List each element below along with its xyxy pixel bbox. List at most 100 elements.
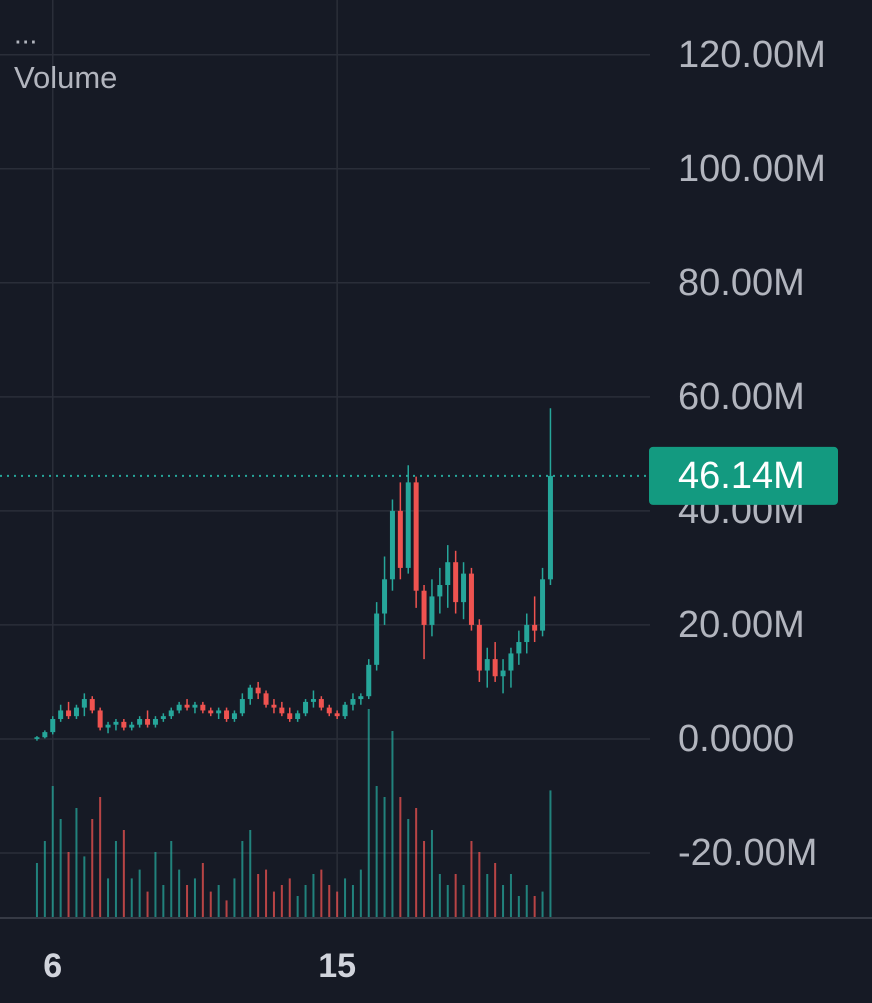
x-tick-label: 6 xyxy=(43,947,62,985)
candle-body xyxy=(97,710,103,728)
candle-body xyxy=(192,704,198,708)
volume-bar xyxy=(478,852,481,918)
candle-body xyxy=(152,719,158,725)
volume-bar xyxy=(138,869,141,918)
volume-bar xyxy=(407,819,410,918)
volume-bar xyxy=(67,852,70,918)
price-axis: 120.00M100.00M80.00M60.00M40.00M20.00M0.… xyxy=(0,34,838,985)
candle-body xyxy=(326,707,332,714)
candle-body xyxy=(524,624,530,643)
volume-bar xyxy=(454,874,457,918)
y-tick-label: 120.00M xyxy=(678,34,826,76)
candle-body xyxy=(366,664,372,697)
candle-body xyxy=(500,670,506,677)
candle-body xyxy=(231,713,237,720)
candle-body xyxy=(113,721,119,725)
volume-bar xyxy=(423,841,426,918)
candle-body xyxy=(437,585,443,597)
volume-bar xyxy=(502,885,505,918)
volume-bar xyxy=(233,878,236,918)
candle-body xyxy=(516,642,522,654)
volume-bar xyxy=(114,841,117,918)
y-tick-label: -20.00M xyxy=(678,832,817,874)
volume-bar xyxy=(154,852,157,918)
candle-body xyxy=(358,696,364,700)
candle-body xyxy=(413,482,419,591)
volume-bar xyxy=(75,808,78,918)
volume-bar xyxy=(446,885,449,918)
x-tick-label: 15 xyxy=(318,947,356,985)
candle-body xyxy=(34,737,40,739)
volume-bar xyxy=(272,891,275,918)
volume-bar xyxy=(51,786,54,918)
volume-bar xyxy=(296,896,299,918)
volume-bar xyxy=(549,790,552,918)
volume-bar xyxy=(320,869,323,918)
candle-body xyxy=(389,510,395,580)
volume-bar xyxy=(438,874,441,918)
candle-body xyxy=(318,699,324,708)
candle-body xyxy=(168,710,174,717)
volume-bar xyxy=(91,819,94,918)
volume-bar xyxy=(517,896,520,918)
candle-body xyxy=(310,699,316,702)
y-tick-label: 20.00M xyxy=(678,604,805,646)
candle-body xyxy=(73,707,79,717)
candle-body xyxy=(429,596,435,625)
volume-bar xyxy=(35,863,38,918)
candle-body xyxy=(476,624,482,671)
candle-body xyxy=(484,659,490,671)
volume-bar xyxy=(249,830,252,918)
volume-bar xyxy=(83,856,86,918)
candle-body xyxy=(287,713,293,720)
volume-bar xyxy=(336,891,339,918)
candle-body xyxy=(176,704,182,711)
volume-bar xyxy=(59,819,62,918)
volume-bar xyxy=(99,797,102,918)
candle-body xyxy=(216,710,222,714)
y-tick-label: 100.00M xyxy=(678,148,826,190)
volume-bar xyxy=(415,808,418,918)
volume-bar xyxy=(494,863,497,918)
volume-bar xyxy=(257,874,260,918)
volume-bar xyxy=(312,874,315,918)
candle-body xyxy=(547,475,553,580)
candle-body xyxy=(129,724,135,728)
volume-bar xyxy=(193,878,196,918)
candle-body xyxy=(295,713,301,720)
volume-bar xyxy=(146,891,149,918)
candle-body xyxy=(247,687,253,700)
volume-bar xyxy=(241,841,244,918)
candle-body xyxy=(184,704,190,708)
candle-body xyxy=(271,704,277,708)
candle-body xyxy=(50,719,56,733)
volume-bar xyxy=(399,797,402,918)
volume-bar xyxy=(344,878,347,918)
candle-body xyxy=(255,687,261,694)
candle-body xyxy=(239,699,245,714)
candle-body xyxy=(405,482,411,568)
volume-bar xyxy=(509,874,512,918)
candle-body xyxy=(468,573,474,625)
candle-body xyxy=(81,699,87,708)
candle-body xyxy=(445,562,451,586)
candle-body xyxy=(145,719,151,725)
candle-body xyxy=(66,710,72,717)
volume-bar xyxy=(130,878,133,918)
indicator-title: Volume xyxy=(14,60,117,95)
menu-dots[interactable]: ... xyxy=(14,18,37,49)
volume-bar xyxy=(359,869,362,918)
volume-bar xyxy=(107,878,110,918)
volume-bar xyxy=(533,896,536,918)
candle-body xyxy=(461,573,467,603)
candle-layer xyxy=(34,408,553,741)
volume-bar xyxy=(430,830,433,918)
volume-bar xyxy=(186,885,189,918)
candle-body xyxy=(121,721,127,728)
candle-body xyxy=(208,710,214,714)
volume-bar xyxy=(170,841,173,918)
candle-body xyxy=(453,562,459,603)
candle-body xyxy=(160,716,166,720)
candle-body xyxy=(105,724,111,728)
volume-bar xyxy=(280,885,283,918)
